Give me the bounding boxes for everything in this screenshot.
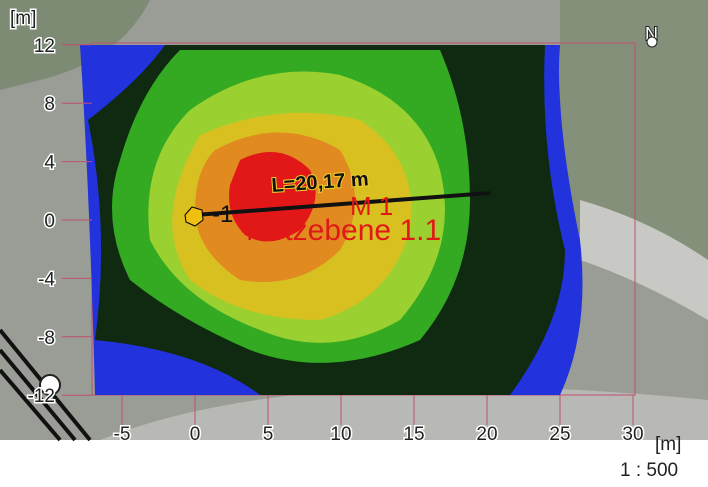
axes: -5 0 5 10 15 20 25 30 12 8 4 0 -4 -8 -12 bbox=[26, 34, 645, 446]
x-tick-label: 0 bbox=[190, 424, 201, 445]
y-tick-label: -8 bbox=[38, 328, 55, 349]
y-tick-label: 4 bbox=[44, 153, 55, 174]
x-tick-label: 25 bbox=[549, 424, 570, 445]
source-marker: M 1 bbox=[350, 191, 393, 221]
scale-label: 1 : 500 bbox=[620, 460, 678, 481]
y-tick-label: -12 bbox=[28, 386, 55, 407]
x-tick-label: 5 bbox=[263, 424, 274, 445]
road bbox=[580, 200, 708, 320]
y-unit: [m] bbox=[10, 8, 36, 29]
contour-red bbox=[229, 152, 316, 242]
x-tick-label: -5 bbox=[114, 424, 131, 445]
x-tick-label: 15 bbox=[403, 424, 424, 445]
measure-label: L=20,17 m bbox=[271, 168, 370, 197]
x-tick-label: 30 bbox=[622, 424, 643, 445]
x-tick-label: 10 bbox=[330, 424, 351, 445]
x-unit: [m] bbox=[655, 434, 681, 455]
source-plane: Netzebene 1.1 bbox=[246, 214, 441, 247]
source-id: -1 bbox=[212, 201, 233, 228]
y-tick-label: 8 bbox=[44, 94, 55, 115]
north-arrow bbox=[646, 36, 658, 48]
source-point bbox=[184, 206, 204, 227]
x-tick-label: 20 bbox=[476, 424, 497, 445]
pole bbox=[39, 374, 61, 396]
measure-line bbox=[194, 191, 491, 217]
road bbox=[100, 386, 708, 440]
y-tick-label: 12 bbox=[34, 36, 55, 57]
y-tick-label: 0 bbox=[44, 211, 55, 232]
y-tick-label: -4 bbox=[38, 269, 55, 290]
